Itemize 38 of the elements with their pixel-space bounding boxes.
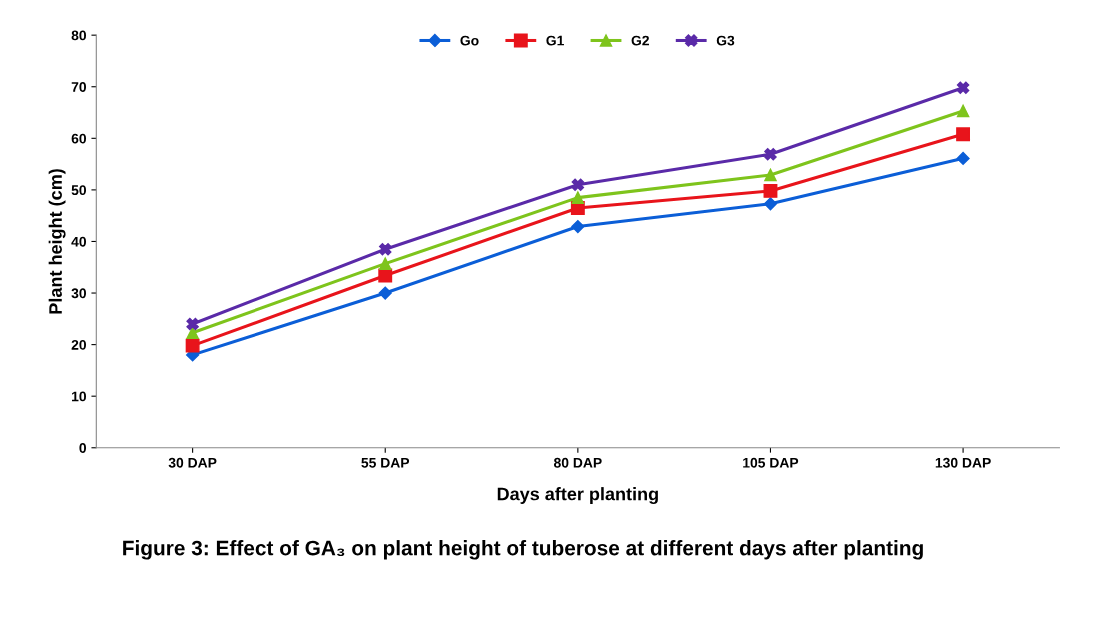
y-tick-label: 10 — [72, 391, 87, 402]
y-tick-label: 80 — [71, 30, 87, 41]
point — [956, 81, 970, 95]
point — [378, 286, 392, 300]
y-tick-label: 70 — [71, 82, 87, 92]
y-tick-label: 20 — [71, 339, 87, 350]
x-tick-label: 55 DAP — [361, 458, 410, 468]
y-tick-label: 0 — [79, 443, 87, 453]
point — [956, 104, 970, 118]
point — [763, 183, 778, 198]
y-tick-label: 40 — [71, 236, 87, 247]
point — [378, 257, 392, 270]
x-tick-label: 130 DAP — [935, 457, 991, 468]
x-axis-title: Days after planting — [497, 487, 658, 505]
legend-label: Go — [460, 35, 479, 46]
point — [571, 219, 585, 234]
y-tick-label: 30 — [71, 288, 87, 299]
x-tick-label: 30 DAP — [168, 457, 217, 468]
caption: Figure 3: Effect of GA₃ on plant height of tuberose at different days after planting — [123, 540, 923, 560]
y-tick-label: 60 — [71, 133, 87, 144]
point — [764, 168, 777, 182]
point — [956, 151, 970, 166]
y-tick-label: 50 — [71, 185, 87, 196]
point — [956, 127, 971, 142]
point — [764, 148, 777, 161]
legend-label: G3 — [716, 35, 735, 46]
x-tick-label: 105 DAP — [743, 457, 799, 468]
x-tick-label: 80 DAP — [553, 457, 602, 468]
point — [571, 178, 585, 191]
point — [763, 197, 778, 211]
legend-label: G2 — [631, 35, 649, 46]
point — [185, 338, 200, 353]
point — [378, 242, 392, 256]
point — [186, 317, 199, 331]
point — [571, 191, 585, 204]
y-axis-title: Plant height (cm) — [48, 169, 66, 314]
point — [186, 326, 199, 340]
legend-label: G1 — [546, 35, 564, 46]
